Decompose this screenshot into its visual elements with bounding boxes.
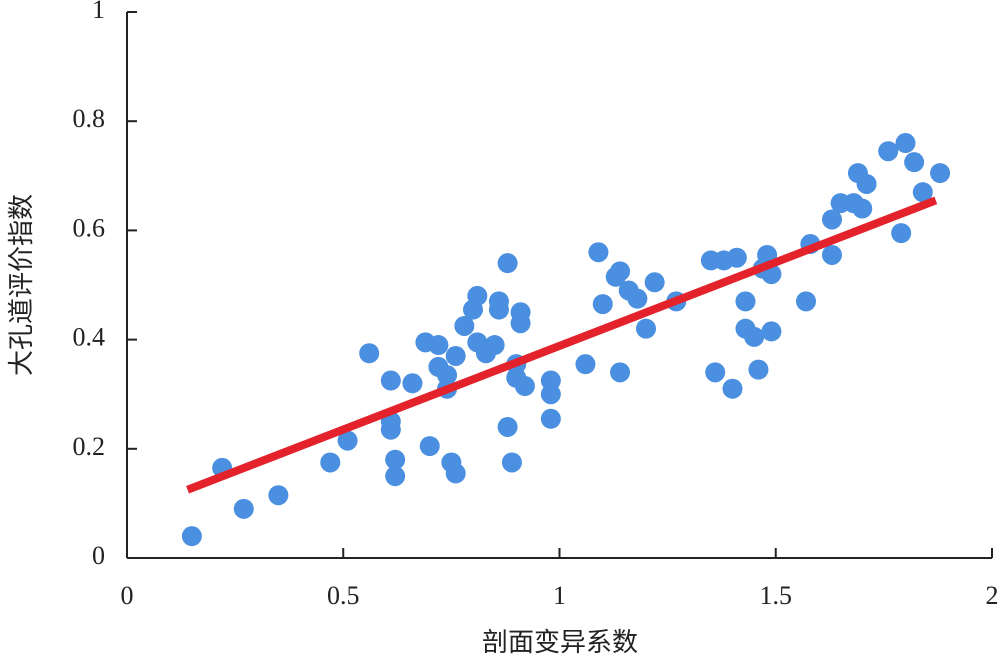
y-tick-label: 1 [92,0,105,24]
point [419,436,440,457]
point [484,335,505,356]
point [748,359,769,380]
point [856,173,877,194]
fit-line [186,196,938,494]
y-tick-label: 0 [92,541,105,570]
point [852,198,873,219]
point [445,463,466,484]
point [268,485,289,506]
point [610,261,631,282]
point [467,285,488,306]
point [437,365,458,386]
y-tick-label: 0.4 [73,323,106,352]
point [796,291,817,312]
y-tick-label: 0.6 [73,213,106,242]
point [428,335,449,356]
y-tick-label: 0.8 [73,104,106,133]
point [821,244,842,265]
point [337,430,358,451]
point [644,272,665,293]
point [497,416,518,437]
point [514,376,535,397]
point [540,384,561,405]
x-tick-label: 0.5 [327,581,360,610]
point [627,288,648,309]
point [320,452,341,473]
point [821,209,842,230]
point [501,452,522,473]
point [726,247,747,268]
x-tick-label: 1 [553,581,566,610]
point [895,133,916,154]
point [588,242,609,263]
point [233,498,254,519]
point [385,466,406,487]
point [359,343,380,364]
x-tick-label: 0 [121,581,134,610]
point [454,315,475,336]
point [445,345,466,366]
point [540,408,561,429]
y-tick-label: 0.2 [73,432,106,461]
point [510,313,531,334]
point [575,354,596,375]
point [705,362,726,383]
point [744,326,765,347]
point [735,291,756,312]
point [891,223,912,244]
point [497,253,518,274]
point [380,370,401,391]
point [912,182,933,203]
point [878,141,899,162]
point [488,299,509,320]
point [402,373,423,394]
x-tick-label: 1.5 [760,581,793,610]
x-tick-label: 2 [986,581,999,610]
point [904,152,925,173]
point [636,318,656,339]
x-axis-label: 剖面变异系数 [482,628,638,657]
point [385,449,406,470]
point [761,321,782,342]
point [181,526,202,547]
point [610,362,631,383]
point [930,163,951,184]
point [592,294,613,315]
point [722,378,743,399]
y-axis-label: 大孔道评价指数 [7,194,36,376]
